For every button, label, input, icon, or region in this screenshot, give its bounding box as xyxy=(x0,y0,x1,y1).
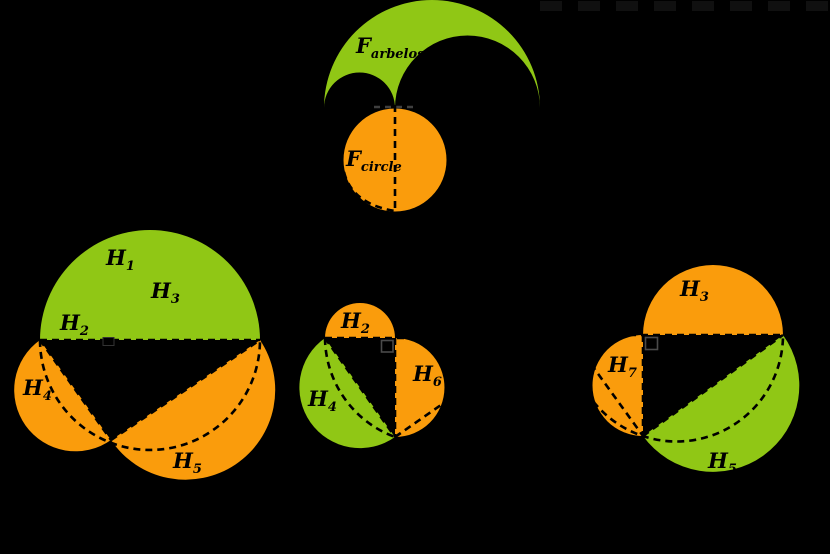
figure-arbelos: Farbelos xyxy=(324,0,540,109)
label-f-circle: Fcircle xyxy=(345,146,402,175)
figure-circle: Fcircle xyxy=(342,105,447,213)
label-h4: H4 xyxy=(307,386,337,415)
semicircle-h7-left xyxy=(592,335,643,436)
label-h3: H3 xyxy=(679,276,709,305)
label-h5: H5 xyxy=(707,448,737,477)
label-h7: H7 xyxy=(607,352,637,381)
label-h5: H5 xyxy=(172,448,202,477)
semicircle-h3-top xyxy=(643,265,783,335)
figure-decomposition-middle: H2 H6 H4 xyxy=(299,303,445,449)
label-h4: H4 xyxy=(22,375,52,404)
label-h2: H2 xyxy=(340,308,370,337)
chord-db-dashed xyxy=(110,338,261,442)
figure-decomposition-right: H3 H7 H5 xyxy=(568,265,800,477)
chord-ad-dashed xyxy=(323,337,397,438)
label-f-arbelos: Farbelos xyxy=(355,33,425,62)
circle-inner-arc-dashed xyxy=(342,171,396,213)
big-semicircle-h1-h2-h3 xyxy=(40,230,260,340)
reflected-big-arc-dashed xyxy=(38,339,262,452)
semicircle-h5-green xyxy=(643,335,800,472)
semicircle-h2-top xyxy=(325,303,395,338)
semicircle-h4-lobe xyxy=(14,340,112,452)
chord-ad-dashed xyxy=(568,334,645,437)
chord-db-dashed xyxy=(642,333,784,438)
semicircle-h5-lobe xyxy=(111,340,276,480)
label-h2: H2 xyxy=(59,310,89,339)
reflected-big-arc-dashed xyxy=(568,334,785,443)
semicircle-h6-right xyxy=(395,338,445,437)
right-angle-marker xyxy=(102,337,115,346)
reflected-big-arc-dashed xyxy=(323,337,396,439)
right-angle-marker xyxy=(644,336,659,351)
chord-db-stub-dashed xyxy=(394,403,442,439)
label-h1: H1 xyxy=(105,245,135,274)
label-h6: H6 xyxy=(412,361,442,390)
semicircle-h4-green xyxy=(299,338,395,449)
chord-ad-dashed xyxy=(38,339,113,441)
right-angle-marker xyxy=(380,339,394,353)
label-h3: H3 xyxy=(150,278,180,307)
inscribed-triangle xyxy=(40,340,260,440)
arbelos-shape xyxy=(324,0,540,108)
figure-decomposition-left: H1 H3 H2 H4 H5 xyxy=(14,230,276,480)
